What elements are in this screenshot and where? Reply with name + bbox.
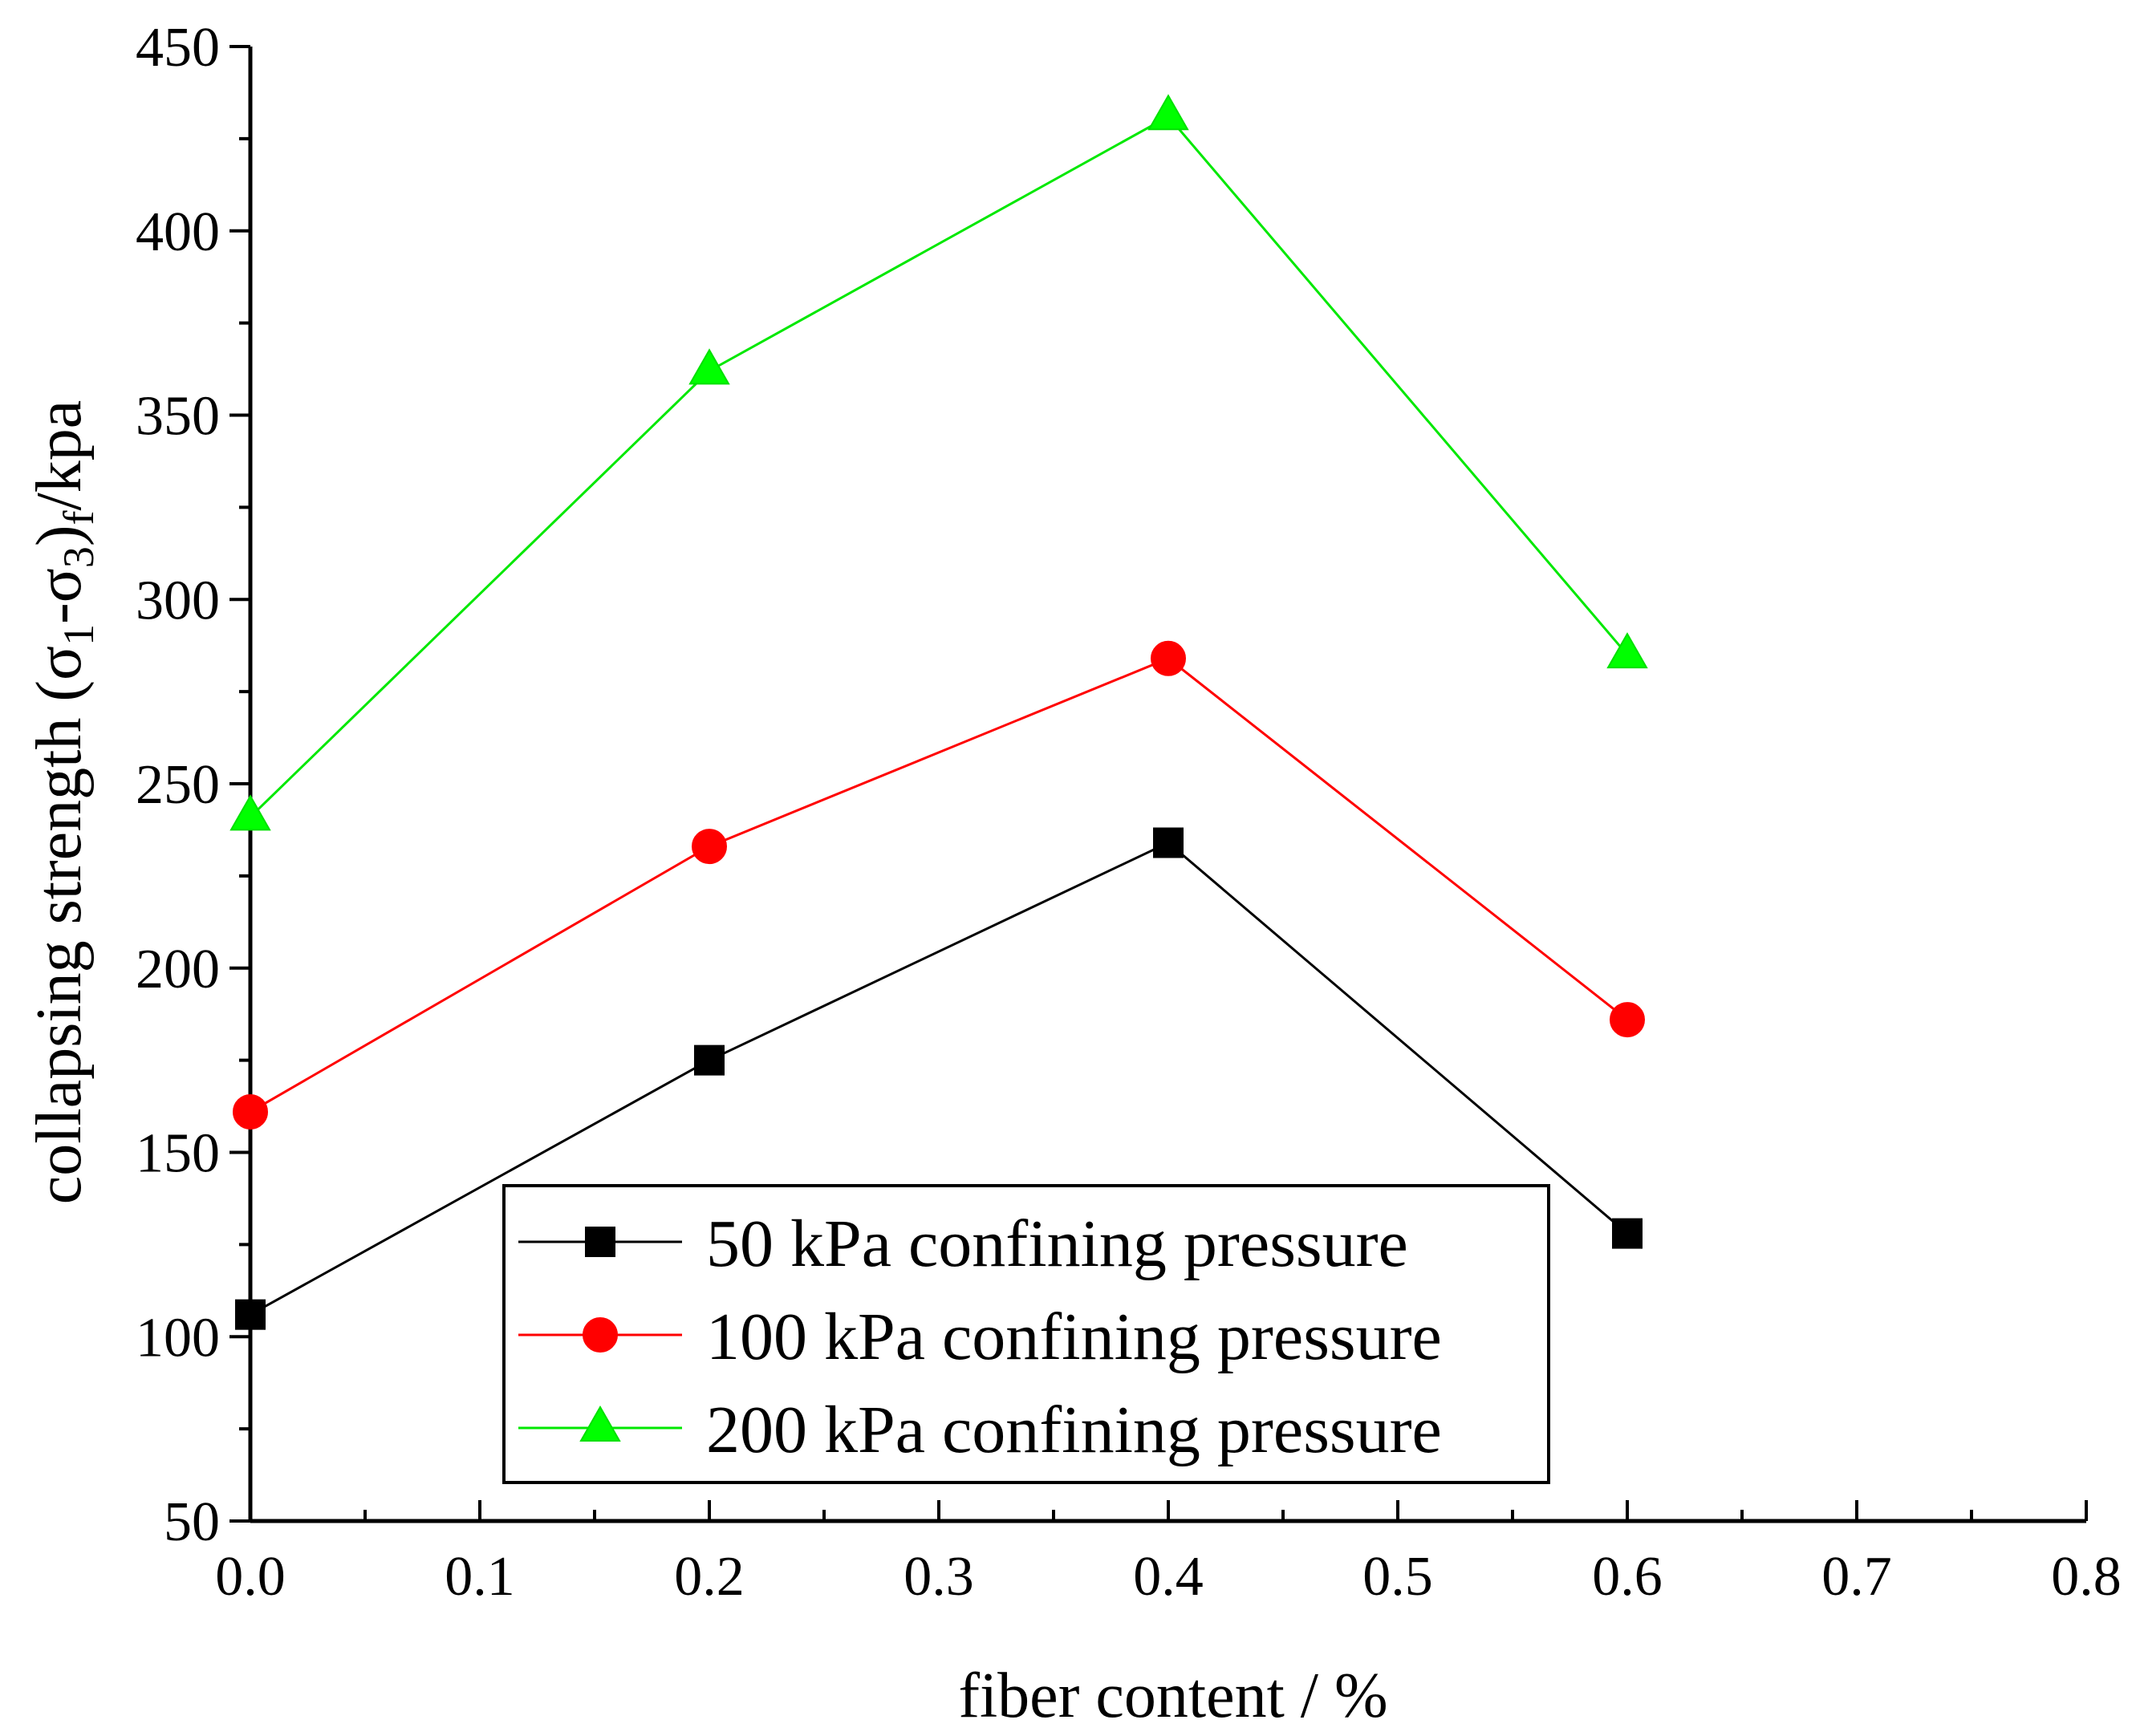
x-tick-label: 0.2 (674, 1546, 745, 1608)
legend-marker (585, 1227, 615, 1257)
data-point (235, 1299, 266, 1330)
data-point (1612, 1218, 1643, 1249)
legend-label: 50 kPa confining pressure (706, 1207, 1408, 1281)
legend: 50 kPa confining pressure 100 kPa confini… (502, 1184, 1550, 1484)
y-title-sigma3: σ (24, 568, 95, 602)
legend-label: 100 kPa confining pressure (706, 1300, 1442, 1374)
y-tick-label: 150 (136, 1123, 220, 1185)
y-tick-label: 50 (164, 1491, 220, 1553)
x-tick-label: 0.3 (904, 1546, 974, 1608)
data-point (1610, 1002, 1645, 1038)
data-point (1606, 632, 1648, 669)
data-point (1147, 94, 1189, 131)
x-tick-label: 0.5 (1362, 1546, 1433, 1608)
y-title-dash: - (24, 602, 95, 624)
y-axis-title: collapsing strength (σ1-σ3)f/kpa (24, 400, 103, 1204)
y-tick-label: 100 (136, 1307, 220, 1369)
y-axis-ticks: 50 100 150 200 250 300 350 400 450 (136, 17, 250, 1553)
y-title-sigma1: σ (24, 646, 95, 680)
y-title-subf: f (55, 510, 103, 525)
legend-entry: 50 kPa confining pressure (518, 1207, 1408, 1281)
x-axis-ticks: 0.0 0.1 0.2 0.3 0.4 0.5 0.6 0.7 0.8 (215, 1500, 2122, 1608)
y-tick-label: 300 (136, 570, 220, 631)
x-tick-label: 0.7 (1821, 1546, 1892, 1608)
series-line (250, 657, 1628, 1113)
x-tick-label: 0.8 (2051, 1546, 2122, 1608)
series-3 (229, 94, 1648, 831)
series-line (250, 841, 1628, 1316)
data-point (692, 829, 727, 865)
data-point (688, 348, 730, 385)
data-point (1153, 827, 1184, 858)
x-axis-title: fiber content / % (958, 1661, 1387, 1731)
series-2 (233, 640, 1645, 1130)
data-point (694, 1044, 725, 1076)
series-line (249, 115, 1629, 818)
series-layer (229, 94, 1648, 1330)
series-1 (235, 827, 1643, 1330)
legend-marker (583, 1317, 618, 1353)
y-tick-label: 450 (136, 17, 220, 79)
x-tick-label: 0.6 (1592, 1546, 1663, 1608)
data-point (1151, 640, 1186, 676)
legend-marker (579, 1405, 621, 1442)
y-title-sub1: 1 (55, 624, 103, 646)
data-point (233, 1093, 268, 1130)
y-title-close: ) (24, 525, 95, 546)
legend-entry: 100 kPa confining pressure (518, 1300, 1442, 1374)
y-tick-label: 250 (136, 754, 220, 816)
x-tick-label: 0.4 (1133, 1546, 1204, 1608)
y-title-sub3: 3 (55, 546, 103, 568)
y-tick-label: 350 (136, 386, 220, 448)
legend-label: 200 kPa confining pressure (706, 1393, 1442, 1467)
y-title-suffix: /kpa (24, 400, 95, 511)
y-tick-label: 400 (136, 201, 220, 263)
y-tick-label: 200 (136, 939, 220, 1000)
x-tick-label: 0.1 (445, 1546, 515, 1608)
legend-entry: 200 kPa confining pressure (518, 1393, 1442, 1467)
data-point (229, 794, 271, 831)
y-title-prefix: collapsing strength ( (24, 680, 95, 1204)
x-tick-label: 0.0 (215, 1546, 286, 1608)
